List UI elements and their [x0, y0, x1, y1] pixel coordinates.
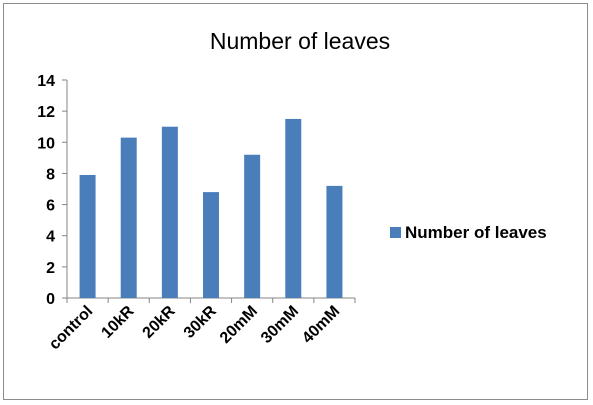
bar-control [79, 174, 96, 298]
bar-30kR [203, 192, 219, 298]
bar-30mM [285, 118, 302, 298]
bar-40mM [326, 185, 343, 298]
legend-label: Number of leaves [405, 223, 547, 242]
y-tick-label: 10 [37, 135, 55, 152]
legend: Number of leaves [390, 223, 547, 242]
y-tick-label: 6 [46, 198, 55, 215]
x-tick-label: 30kR [181, 302, 220, 341]
chart-title: Number of leaves [210, 28, 390, 54]
y-tick-label: 4 [46, 229, 55, 246]
bar-20kR [161, 126, 178, 298]
y-tick-label: 14 [37, 73, 55, 90]
y-tick-label: 0 [46, 291, 55, 308]
x-tick-label: 20mM [217, 303, 261, 347]
x-tick-label: 40mM [299, 303, 343, 347]
x-tick-label: control [46, 303, 96, 353]
y-tick-label: 8 [46, 166, 55, 183]
legend-swatch [390, 227, 401, 238]
x-tick-label: 20kR [140, 302, 179, 341]
x-tick-label: 10kR [98, 302, 137, 341]
x-tick-label: 30mM [258, 303, 302, 347]
bar-series [79, 118, 343, 298]
y-tick-label: 2 [46, 260, 55, 277]
y-axis-ticks: 0 2 4 6 8 10 12 14 [37, 73, 67, 308]
bar-20mM [244, 154, 261, 298]
y-tick-label: 12 [37, 104, 55, 121]
bar-10kR [120, 137, 137, 298]
